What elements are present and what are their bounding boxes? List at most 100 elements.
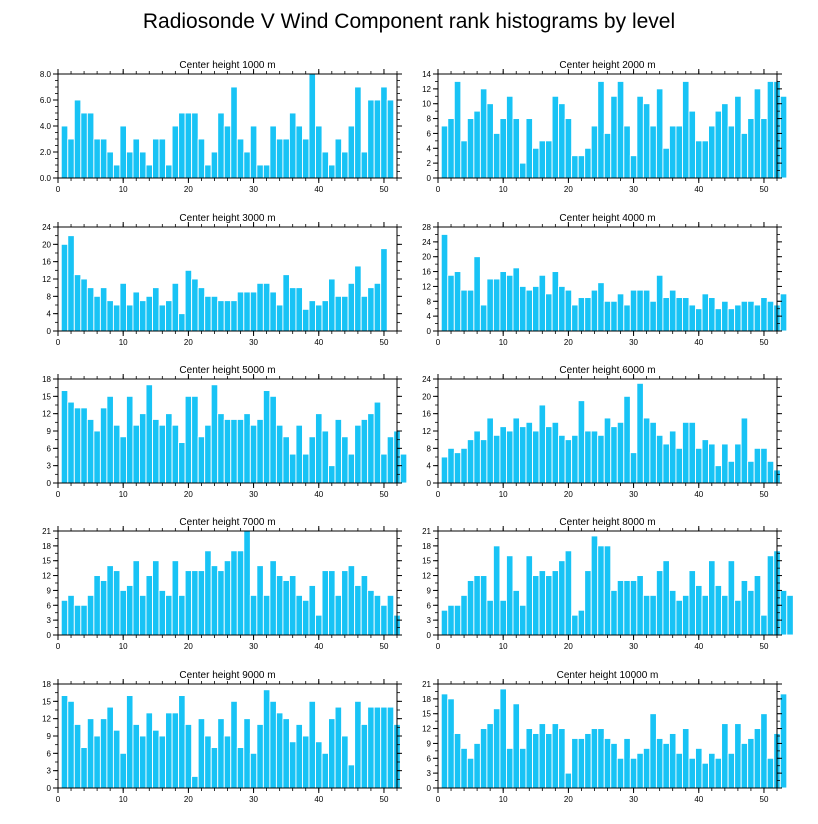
x-tick-label: 30 [249, 490, 258, 499]
bar [668, 430, 677, 484]
bar [616, 421, 625, 484]
bar [714, 465, 723, 484]
x-tick-label: 10 [499, 338, 508, 347]
bar [486, 103, 494, 179]
bar [675, 447, 683, 484]
bar [93, 138, 101, 179]
chart-panel-4: Center height 4000 m 0 4 8 12 16 20 24 28 0 10 20 30… [422, 213, 788, 347]
y-tick-label: 12 [42, 275, 51, 284]
bar [210, 747, 219, 789]
y-tick-label: 18 [42, 375, 51, 384]
bar [623, 738, 631, 789]
bar [139, 151, 147, 179]
bar [492, 545, 501, 636]
bar [328, 718, 336, 789]
bar [629, 580, 638, 636]
bar [380, 86, 388, 179]
bar [675, 125, 683, 179]
bar [334, 706, 343, 789]
x-tick-label: 40 [694, 338, 703, 347]
bar [447, 698, 455, 789]
bar [334, 418, 343, 484]
panel-title: Center height 10000 m [557, 670, 659, 681]
bar [230, 418, 238, 484]
bar [551, 723, 560, 789]
bar [236, 138, 245, 179]
bar [73, 274, 82, 332]
bar [636, 575, 644, 636]
x-tick-label: 20 [184, 338, 193, 347]
bar [302, 735, 310, 789]
y-tick-label: 20 [422, 392, 431, 401]
bar [269, 700, 277, 789]
bar [223, 560, 232, 636]
y-tick-label: 20 [42, 240, 51, 249]
bar [447, 118, 455, 179]
x-tick-label: 50 [760, 642, 769, 651]
bar [341, 295, 349, 332]
y-tick-label: 6 [427, 601, 432, 610]
bar [766, 300, 775, 332]
bar [197, 718, 206, 789]
bar [655, 570, 664, 636]
bar [347, 125, 356, 179]
bar [399, 453, 408, 484]
bar [380, 248, 388, 332]
x-tick-label: 50 [380, 185, 389, 194]
x-tick-label: 40 [314, 490, 323, 499]
bar [682, 594, 690, 636]
bar [230, 700, 238, 789]
y-tick-label: 0 [427, 479, 432, 488]
bar [158, 424, 167, 484]
bar [145, 575, 153, 636]
bar [230, 86, 238, 179]
y-tick-label: 8 [427, 297, 432, 306]
y-tick-label: 21 [422, 680, 431, 689]
bar [119, 436, 127, 484]
panel-title: Center height 1000 m [179, 60, 275, 71]
x-tick-label: 0 [56, 185, 61, 194]
bar [551, 421, 560, 484]
panel-title: Center height 3000 m [179, 213, 275, 224]
bar [269, 291, 277, 332]
panel-title: Center height 5000 m [179, 365, 275, 376]
bar [649, 713, 657, 789]
bar [191, 278, 199, 332]
y-tick-label: 6 [427, 754, 432, 763]
bar [249, 594, 258, 636]
bar [577, 155, 586, 179]
bar [321, 430, 329, 484]
bar [564, 772, 573, 789]
bar [506, 555, 514, 636]
bar [519, 285, 527, 332]
bar [93, 295, 101, 332]
bar [760, 614, 768, 636]
bar [341, 151, 349, 179]
x-tick-label: 30 [249, 338, 258, 347]
bar [655, 274, 664, 332]
bar [753, 304, 762, 332]
x-tick-label: 50 [380, 338, 389, 347]
bar [616, 580, 625, 636]
y-tick-label: 10 [422, 100, 431, 109]
panel-title: Center height 4000 m [559, 213, 655, 224]
bar [682, 421, 690, 484]
bar [512, 589, 520, 636]
bar [512, 417, 520, 484]
bar [584, 147, 592, 179]
bar [73, 604, 82, 636]
bar [197, 570, 206, 636]
bar [655, 434, 664, 484]
bar [210, 565, 219, 636]
y-tick-label: 0 [427, 174, 432, 183]
bar [139, 413, 147, 484]
figure-title: Radiosonde V Wind Component rank histogr… [142, 10, 676, 33]
bar [223, 418, 232, 484]
bar [740, 300, 749, 332]
bar [80, 278, 88, 332]
bar [275, 575, 284, 636]
bar [73, 99, 82, 179]
bar [256, 418, 264, 484]
bar [334, 594, 343, 636]
bar [492, 708, 501, 789]
